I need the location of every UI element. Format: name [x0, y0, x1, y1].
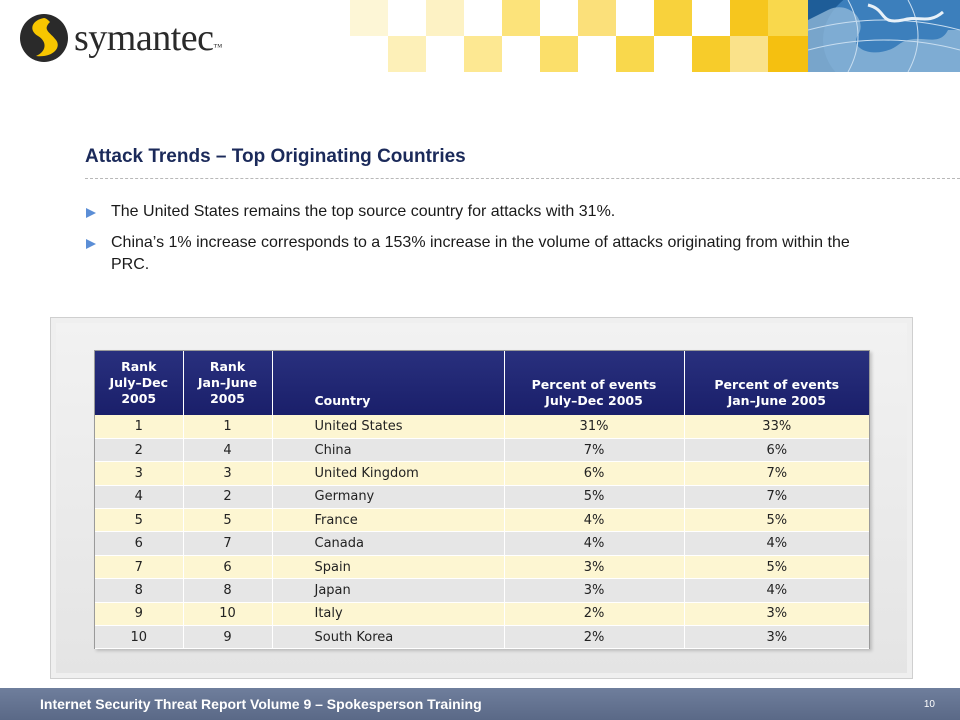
cell-country: Japan: [272, 578, 505, 603]
table-row: 7 6 Spain 3% 5%: [95, 555, 869, 580]
cell-pct-jul: 2%: [504, 602, 685, 627]
logo-wordmark: symantec™: [74, 17, 222, 59]
cell-country: Germany: [272, 485, 505, 510]
cell-pct-jul: 2%: [504, 625, 685, 650]
cell-pct-jan: 6%: [684, 438, 869, 463]
cell-pct-jan: 33%: [684, 415, 869, 439]
cell-rank-jan: 1: [183, 415, 273, 439]
triangle-bullet-icon: [86, 239, 96, 249]
top-countries-table: Rank July–Dec 2005 Rank Jan–June 2005 Co…: [95, 351, 869, 650]
table-row: 1 1 United States 31% 33%: [95, 415, 869, 439]
table-row: 10 9 South Korea 2% 3%: [95, 625, 869, 650]
header-percent-jan-jun: Percent of events Jan–June 2005: [714, 377, 840, 408]
cell-rank-jan: 6: [183, 555, 273, 580]
cell-country: France: [272, 508, 505, 533]
cell-rank-jan: 2: [183, 485, 273, 510]
cell-rank-jan: 3: [183, 461, 273, 486]
cell-rank-jul: 9: [95, 602, 184, 627]
table-row: 6 7 Canada 4% 4%: [95, 531, 869, 556]
cell-pct-jan: 7%: [684, 485, 869, 510]
slide-title: Attack Trends – Top Originating Countrie…: [85, 146, 466, 167]
cell-pct-jul: 5%: [504, 485, 685, 510]
cell-rank-jul: 10: [95, 625, 184, 650]
countries-table-frame: Rank July–Dec 2005 Rank Jan–June 2005 Co…: [94, 350, 870, 650]
table-body: 1 1 United States 31% 33% 2 4 China 7% 6% 3 3 United…: [95, 415, 869, 650]
cell-pct-jul: 3%: [504, 555, 685, 580]
cell-rank-jul: 8: [95, 578, 184, 603]
symantec-logo-icon: [20, 14, 68, 62]
cell-rank-jul: 1: [95, 415, 184, 439]
cell-pct-jan: 4%: [684, 578, 869, 603]
bullet-text: China’s 1% increase corresponds to a 153…: [111, 234, 850, 273]
cell-rank-jul: 4: [95, 485, 184, 510]
table-panel: Rank July–Dec 2005 Rank Jan–June 2005 Co…: [50, 317, 913, 679]
header-country: Country: [272, 351, 505, 415]
cell-rank-jul: 6: [95, 531, 184, 556]
cell-pct-jul: 7%: [504, 438, 685, 463]
bullet-item: China’s 1% increase corresponds to a 153…: [84, 232, 884, 276]
cell-pct-jul: 4%: [504, 531, 685, 556]
footer-text: Internet Security Threat Report Volume 9…: [40, 696, 482, 712]
cell-country: Spain: [272, 555, 505, 580]
cell-country: Italy: [272, 602, 505, 627]
header-rank-jul-dec: Rank July–Dec 2005: [95, 351, 184, 415]
cell-pct-jul: 3%: [504, 578, 685, 603]
cell-pct-jan: 3%: [684, 602, 869, 627]
cell-country: United States: [272, 415, 505, 439]
cell-rank-jan: 9: [183, 625, 273, 650]
bullet-item: The United States remains the top source…: [84, 201, 884, 223]
cell-rank-jan: 4: [183, 438, 273, 463]
cell-pct-jul: 4%: [504, 508, 685, 533]
header-percent-jul-dec: Percent of events July–Dec 2005: [504, 351, 685, 415]
page-number: 10: [923, 699, 935, 710]
table-header-row: Rank July–Dec 2005 Rank Jan–June 2005 Co…: [95, 351, 869, 415]
cell-rank-jul: 7: [95, 555, 184, 580]
cell-pct-jul: 31%: [504, 415, 685, 439]
header-rank-jan-jun: Rank Jan–June 2005: [183, 351, 273, 415]
cell-rank-jan: 8: [183, 578, 273, 603]
triangle-bullet-icon: [86, 208, 96, 218]
cell-rank-jul: 2: [95, 438, 184, 463]
cell-pct-jan: 4%: [684, 531, 869, 556]
cell-pct-jan: 7%: [684, 461, 869, 486]
bullet-text: The United States remains the top source…: [111, 203, 616, 220]
cell-country: China: [272, 438, 505, 463]
cell-rank-jan: 7: [183, 531, 273, 556]
cell-pct-jan: 5%: [684, 508, 869, 533]
table-row: 2 4 China 7% 6%: [95, 438, 869, 463]
symantec-logo: symantec™: [18, 12, 222, 64]
cell-country: South Korea: [272, 625, 505, 650]
globe-image: [808, 0, 960, 72]
table-row: 8 8 Japan 3% 4%: [95, 578, 869, 603]
cell-rank-jan: 5: [183, 508, 273, 533]
table-row: 3 3 United Kingdom 6% 7%: [95, 461, 869, 486]
cell-pct-jan: 3%: [684, 625, 869, 650]
cell-country: Canada: [272, 531, 505, 556]
footer-bar: Internet Security Threat Report Volume 9…: [0, 688, 960, 720]
cell-pct-jul: 6%: [504, 461, 685, 486]
cell-rank-jul: 3: [95, 461, 184, 486]
table-row: 9 10 Italy 2% 3%: [95, 602, 869, 627]
table-row: 5 5 France 4% 5%: [95, 508, 869, 533]
cell-country: United Kingdom: [272, 461, 505, 486]
cell-rank-jan: 10: [183, 602, 273, 627]
table-row: 4 2 Germany 5% 7%: [95, 485, 869, 510]
cell-pct-jan: 5%: [684, 555, 869, 580]
title-divider: [85, 178, 960, 179]
bullet-list: The United States remains the top source…: [84, 201, 884, 285]
cell-rank-jul: 5: [95, 508, 184, 533]
